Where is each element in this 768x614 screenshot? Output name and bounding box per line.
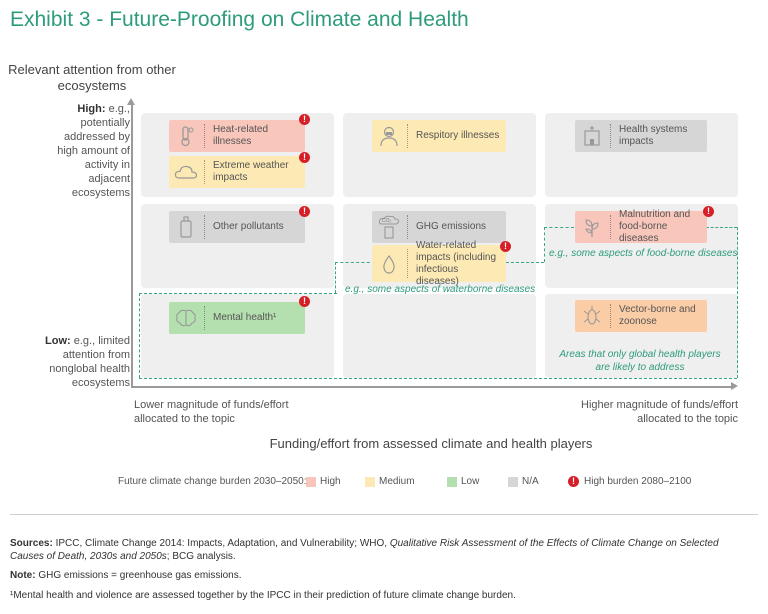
chip-respiratory: Respitory illnesses bbox=[372, 120, 506, 152]
chip-malnutrition-label: Malnutrition and food-borne diseases bbox=[619, 209, 691, 244]
y-high-bold: High: bbox=[77, 103, 106, 115]
sources-italic: Qualitative Risk Assessment of the Effec… bbox=[10, 538, 719, 562]
legend-swatch-low bbox=[447, 477, 457, 487]
boundary-bottom bbox=[139, 378, 737, 379]
high-burden-alert-icon: ! bbox=[299, 152, 310, 163]
y-axis-low-label: Low: e.g., limited attention from nonglo… bbox=[44, 334, 130, 390]
exhibit-title: Exhibit 3 - Future-Proofing on Climate a… bbox=[10, 8, 469, 31]
chip-malnutrition: Malnutrition and food-borne diseases bbox=[575, 209, 707, 244]
chip-extreme-label: Extreme weather impacts bbox=[213, 160, 289, 183]
chip-water-label: Water-related impacts (including infecti… bbox=[416, 239, 497, 287]
high-burden-alert-icon: ! bbox=[500, 241, 511, 252]
chip-mental-label: Mental health¹ bbox=[213, 312, 277, 323]
sources-end: ; BCG analysis. bbox=[166, 551, 236, 562]
chip-ghg-label: GHG emissions bbox=[416, 221, 487, 232]
sources-text: IPCC, Climate Change 2014: Impacts, Adap… bbox=[52, 538, 390, 549]
sources-note: Sources: IPCC, Climate Change 2014: Impa… bbox=[10, 537, 750, 563]
cell-low-mid bbox=[343, 294, 536, 378]
legend-high-burden: High burden 2080–2100 bbox=[584, 476, 692, 487]
boundary-top-right-b bbox=[706, 227, 737, 228]
chip-vector-label: Vector-borne and zoonose bbox=[619, 304, 696, 327]
legend-swatch-high bbox=[306, 477, 316, 487]
chip-water-related: Water-related impacts (including infecti… bbox=[372, 239, 506, 287]
mosquito-icon bbox=[575, 300, 609, 332]
boundary-mid-right bbox=[506, 262, 544, 263]
chip-ghg-emissions: CO₂ GHG emissions bbox=[372, 211, 506, 243]
chip-vector-borne: Vector-borne and zoonose bbox=[575, 300, 707, 332]
chip-extreme-weather: Extreme weather impacts bbox=[169, 156, 305, 188]
bottle-icon bbox=[169, 211, 203, 243]
high-burden-alert-icon: ! bbox=[299, 296, 310, 307]
legend-na: N/A bbox=[522, 476, 539, 487]
chip-health-systems: Health systems impacts bbox=[575, 120, 707, 152]
x-axis-right-label: Higher magnitude of funds/effort allocat… bbox=[581, 399, 738, 425]
hospital-icon bbox=[575, 120, 609, 152]
person-mask-icon bbox=[372, 120, 406, 152]
x-axis-left-label: Lower magnitude of funds/effort allocate… bbox=[134, 399, 289, 425]
high-burden-alert-icon: ! bbox=[299, 206, 310, 217]
legend-medium: Medium bbox=[379, 476, 415, 487]
brain-icon bbox=[169, 302, 203, 334]
y-axis-heading: Relevant attention from other ecosystems bbox=[8, 62, 176, 93]
chip-heat-label: Heat-related illnesses bbox=[213, 124, 269, 147]
cloud-icon bbox=[169, 156, 203, 188]
annotation-waterborne: e.g., some aspects of waterborne disease… bbox=[345, 284, 536, 295]
boundary-top-left bbox=[139, 293, 337, 294]
factory-co2-icon: CO₂ bbox=[372, 211, 406, 243]
y-low-bold: Low: bbox=[45, 335, 71, 347]
boundary-left bbox=[139, 293, 140, 378]
legend-swatch-na bbox=[508, 477, 518, 487]
legend-heading: Future climate change burden 2030–2050: bbox=[118, 476, 307, 487]
high-burden-alert-icon: ! bbox=[299, 114, 310, 125]
chip-heat-related: Heat-related illnesses bbox=[169, 120, 305, 152]
legend-high: High bbox=[320, 476, 341, 487]
chip-respiratory-label: Respitory illnesses bbox=[416, 130, 500, 141]
plant-icon bbox=[575, 211, 609, 243]
x-axis-line bbox=[131, 386, 731, 388]
co2-text: CO₂ bbox=[382, 218, 392, 224]
footer-divider bbox=[10, 514, 758, 515]
boundary-step-1 bbox=[335, 262, 336, 293]
x-axis-arrow bbox=[731, 382, 738, 390]
boundary-top-right-a bbox=[544, 227, 574, 228]
chip-mental-health: Mental health¹ bbox=[169, 302, 305, 334]
legend-low: Low bbox=[461, 476, 480, 487]
water-drop-icon bbox=[372, 245, 406, 282]
y-axis-high-label: High: e.g., potentially addressed by hig… bbox=[44, 102, 130, 200]
legend-alert-icon: ! bbox=[568, 476, 579, 487]
note-text: GHG emissions = greenhouse gas emissions… bbox=[35, 570, 242, 581]
annotation-foodborne: e.g., some aspects of food-borne disease… bbox=[549, 248, 738, 259]
note: Note: GHG emissions = greenhouse gas emi… bbox=[10, 569, 242, 582]
y-high-text: e.g., potentially addressed by high amou… bbox=[57, 103, 130, 199]
chip-pollutants-label: Other pollutants bbox=[213, 221, 284, 232]
sources-bold: Sources: bbox=[10, 538, 53, 549]
footnote-1: ¹Mental health and violence are assessed… bbox=[10, 590, 516, 601]
note-bold: Note: bbox=[10, 570, 36, 581]
boundary-step-2 bbox=[544, 227, 545, 262]
chip-health-systems-label: Health systems impacts bbox=[619, 124, 688, 147]
high-burden-alert-icon: ! bbox=[703, 206, 714, 217]
boundary-mid-left bbox=[335, 262, 375, 263]
annotation-global-only: Areas that only global health players ar… bbox=[559, 349, 721, 373]
thermometer-icon bbox=[169, 120, 203, 152]
y-axis-arrow bbox=[127, 98, 135, 105]
y-axis-line bbox=[131, 104, 133, 387]
boundary-right bbox=[737, 227, 738, 378]
y-low-text: e.g., limited attention from nonglobal h… bbox=[49, 335, 130, 389]
x-axis-title: Funding/effort from assessed climate and… bbox=[269, 436, 593, 451]
chip-other-pollutants: Other pollutants bbox=[169, 211, 305, 243]
legend-swatch-medium bbox=[365, 477, 375, 487]
